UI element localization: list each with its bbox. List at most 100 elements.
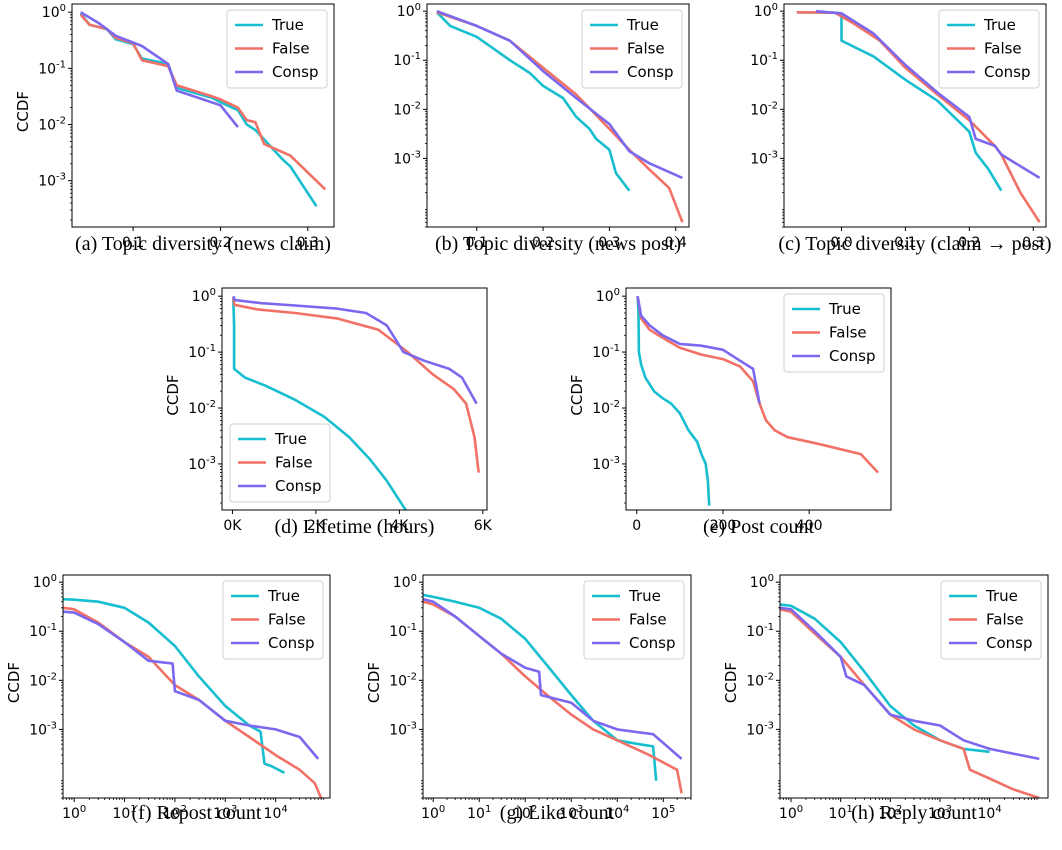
y-tick-label: 10-3 [393, 149, 421, 167]
legend-label-false: False [984, 40, 1022, 58]
legend-box [783, 293, 885, 373]
legend-label-true: True [274, 430, 307, 448]
panel-caption: (f) Repost count [132, 802, 262, 824]
legend-label-true: True [828, 300, 861, 318]
y-tick-label: 10-3 [38, 172, 66, 190]
axes-frame [62, 574, 331, 799]
y-tick-label: 100 [393, 573, 417, 591]
legend-box [940, 580, 1042, 660]
x-tick-label: 101 [467, 804, 491, 822]
chart-panel-c: 100 10-1 10-2 10-3 0.0 0.1 0.2 0.3 True False Cons… [750, 2, 1051, 255]
y-tick-label: 10-3 [29, 720, 57, 738]
legend: True False Consp [940, 580, 1042, 660]
legend-label-true: True [985, 587, 1018, 605]
series-line-consp [63, 610, 320, 760]
x-tick-label: 0.4 [665, 235, 687, 251]
y-tick-label: 10-3 [750, 149, 778, 167]
legend-label-consp: Consp [275, 477, 322, 495]
panel-caption: (g) Like count [500, 802, 615, 824]
panel-caption: (e) Post count [703, 516, 815, 538]
y-tick-label: 10-2 [746, 671, 774, 689]
x-tick-label: 103 [928, 804, 952, 822]
x-tick-label: 0.1 [894, 235, 916, 251]
x-tick-label: 100 [779, 804, 803, 822]
x-tick-label: 0K [223, 518, 242, 534]
x-tick-label: 0 [632, 518, 641, 534]
axes-frame [625, 287, 892, 511]
legend-label-consp: Consp [986, 634, 1033, 652]
panel-caption: (d) Lifetime (hours) [275, 516, 435, 538]
y-tick-label: 10-3 [746, 720, 774, 738]
y-tick-label: 10-1 [393, 51, 421, 69]
chart-panel-d: 100 10-1 10-2 10-3 0K 2K 4K 6K CCDF True False Cons… [164, 287, 493, 538]
legend-label-false: False [629, 611, 667, 629]
y-tick-label: 10-3 [389, 720, 417, 738]
chart-panel-a: 100 10-1 10-2 10-3 0.1 0.2 0.3 CCDF True False Con… [14, 3, 335, 255]
series-line-consp [436, 9, 683, 180]
legend-box [583, 580, 685, 660]
legend-label-consp: Consp [984, 63, 1031, 81]
chart-panel-e: 100 10-1 10-2 10-3 0 200 400 CCDF True False Consp… [568, 287, 892, 538]
x-tick-label: 0.1 [122, 235, 144, 251]
legend-label-consp: Consp [629, 634, 676, 652]
x-tick-label: 103 [213, 804, 237, 822]
panel-caption: (a) Topic diversity (news claim) [75, 233, 331, 255]
y-tick-label: 10-2 [38, 116, 66, 134]
y-tick-label: 10-2 [592, 399, 620, 417]
y-axis-label: CCDF [14, 91, 32, 132]
legend-label-false: False [268, 611, 306, 629]
chart-panel-h: 100 10-1 10-2 10-3 100 101 102 103 104 CCDF True Fa… [722, 573, 1049, 824]
x-tick-label: 102 [513, 804, 537, 822]
series-line-consp [636, 295, 761, 404]
x-tick-label: 101 [829, 804, 853, 822]
legend: True False Consp [583, 580, 685, 660]
series-line-false [796, 11, 1041, 223]
legend-label-consp: Consp [829, 347, 876, 365]
y-tick-label: 10-2 [750, 100, 778, 118]
x-tick-label: 0.2 [209, 235, 231, 251]
y-tick-label: 10-1 [592, 343, 620, 361]
y-axis-label: CCDF [722, 662, 740, 703]
y-tick-label: 10-2 [188, 399, 216, 417]
x-tick-label: 0.3 [1022, 235, 1044, 251]
x-tick-label: 104 [978, 804, 1002, 822]
legend: True False Consp [581, 9, 683, 89]
legend: True False Consp [229, 423, 331, 503]
series-line-true [423, 593, 658, 781]
axes-frame [221, 287, 488, 511]
x-tick-label: 100 [62, 804, 86, 822]
legend: True False Consp [783, 293, 885, 373]
legend-box [938, 9, 1040, 89]
series-line-consp [232, 295, 478, 405]
x-tick-label: 104 [264, 804, 288, 822]
legend: True False Consp [938, 9, 1040, 89]
legend-label-consp: Consp [272, 63, 319, 81]
legend-label-true: True [983, 16, 1016, 34]
legend-label-false: False [272, 40, 310, 58]
chart-panel-b: 100 10-1 10-2 10-3 0.1 0.2 0.3 0.4 True False Cons… [393, 2, 690, 255]
series-line-consp [423, 597, 683, 760]
y-tick-label: 10-1 [389, 622, 417, 640]
y-tick-label: 100 [42, 3, 66, 21]
y-axis-label: CCDF [5, 662, 23, 703]
series-line-consp [815, 9, 1041, 180]
axes-frame [783, 3, 1047, 228]
x-tick-label: 2K [307, 518, 326, 534]
y-tick-label: 100 [33, 573, 57, 591]
series-line-consp [780, 606, 1040, 761]
x-tick-label: 0.3 [598, 235, 620, 251]
legend-label-false: False [829, 324, 867, 342]
x-tick-label: 100 [421, 804, 445, 822]
x-tick-label: 200 [710, 518, 737, 534]
x-tick-label: 103 [559, 804, 583, 822]
chart-panel-g: 100 10-1 10-2 10-3 100 101 102 103 104 105 CCDF Tru… [365, 573, 692, 824]
y-tick-label: 10-1 [746, 622, 774, 640]
legend-label-true: True [267, 587, 300, 605]
y-axis-label: CCDF [568, 374, 586, 415]
series-line-false [780, 608, 1040, 798]
series-line-consp [80, 11, 239, 128]
legend-label-true: True [628, 587, 661, 605]
legend: True False Consp [226, 9, 328, 89]
legend-label-true: True [626, 16, 659, 34]
